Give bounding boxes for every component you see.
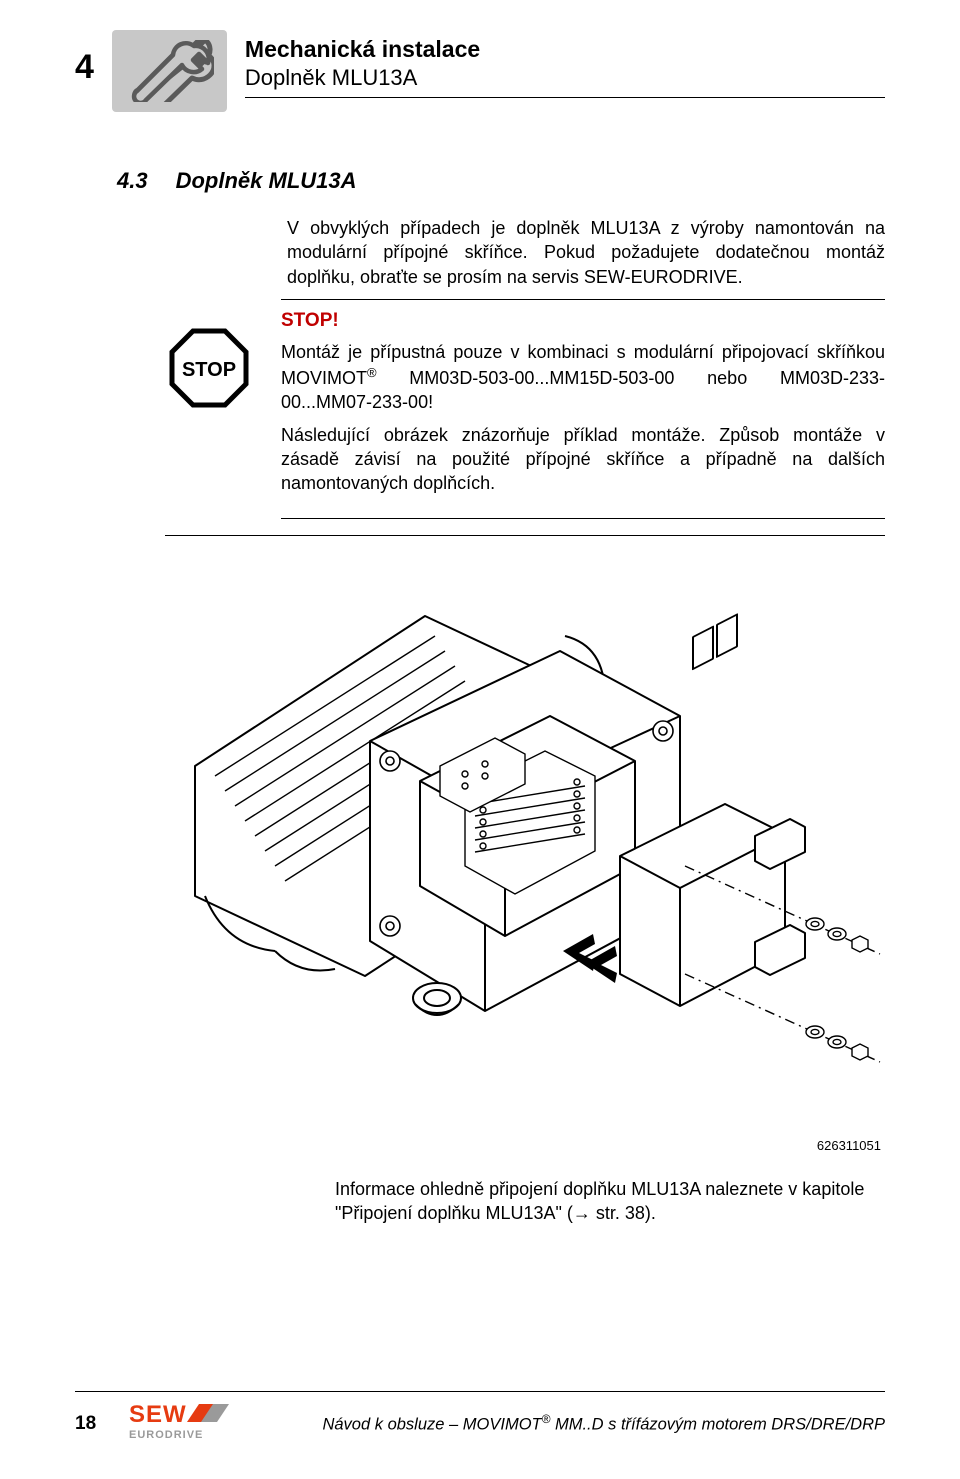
post-figure-paragraph: Informace ohledně připojení doplňku MLU1… (335, 1177, 885, 1226)
svg-text:SEW: SEW (129, 1401, 187, 1428)
section-4-3: 4.3 Doplněk MLU13A V obvyklých případech… (75, 168, 885, 1225)
stop-icon: STOP (168, 327, 250, 409)
section-number: 4.3 (117, 168, 148, 194)
figure-id: 626311051 (165, 1138, 885, 1153)
header-text-block: Mechanická instalace Doplněk MLU13A (245, 30, 885, 98)
stop-icon-wrap: STOP (165, 299, 253, 409)
intro-paragraph-block: V obvyklých případech je doplněk MLU13A … (287, 216, 885, 289)
svg-text:EURODRIVE: EURODRIVE (129, 1429, 203, 1441)
section-heading: 4.3 Doplněk MLU13A (117, 168, 885, 194)
section-title: Doplněk MLU13A (176, 168, 357, 194)
wrench-icon-tile (112, 30, 227, 112)
page-header: 4 Mechanická instalace Doplněk MLU13A (75, 30, 885, 112)
stop-callout: STOP STOP! Montáž je přípustná pouze v k… (165, 299, 885, 519)
intro-paragraph: V obvyklých případech je doplněk MLU13A … (287, 216, 885, 289)
stop-content: STOP! Montáž je přípustná pouze v kombin… (281, 299, 885, 519)
assembly-diagram (165, 566, 885, 1126)
chapter-number: 4 (75, 30, 94, 87)
stop-paragraph-2: Následující obrázek znázorňuje příklad m… (281, 423, 885, 496)
header-subtitle: Doplněk MLU13A (245, 64, 885, 92)
footer-text: Návod k obsluze – MOVIMOT® MM..D s třífá… (239, 1412, 885, 1435)
footer-text-a: Návod k obsluze – MOVIMOT (322, 1416, 541, 1434)
page-number: 18 (75, 1413, 129, 1435)
stop-icon-label: STOP (182, 359, 236, 381)
registered-mark: ® (367, 365, 377, 380)
footer-text-b: MM..D s třífázovým motorem DRS/DRE/DRP (550, 1416, 885, 1434)
page: 4 Mechanická instalace Doplněk MLU13A (0, 0, 960, 1479)
page-footer: 18 SEW EURODRIVE Návod k obsluze – MOVIM… (75, 1391, 885, 1447)
post-figure-text-block: Informace ohledně připojení doplňku MLU1… (335, 1177, 885, 1226)
header-rule (245, 97, 885, 98)
stop-heading: STOP! (281, 310, 885, 332)
header-title: Mechanická instalace (245, 36, 885, 64)
figure-container: 626311051 (165, 535, 885, 1163)
sew-logo: SEW EURODRIVE (129, 1400, 239, 1447)
stop-paragraph-1: Montáž je přípustná pouze v kombinaci s … (281, 340, 885, 415)
wrench-icon (124, 40, 214, 102)
